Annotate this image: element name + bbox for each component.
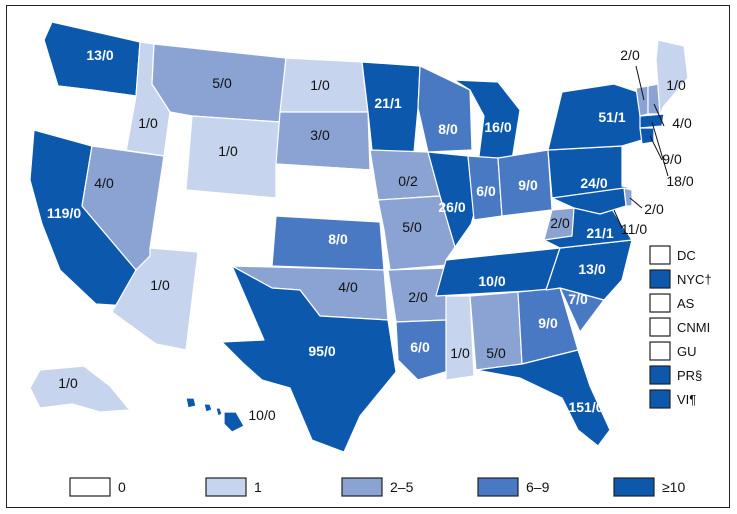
state-value-ct: 9/0	[662, 151, 682, 167]
state-value-wa: 13/0	[86, 47, 113, 63]
state-value-mo: 5/0	[402, 219, 422, 235]
state-value-oh: 9/0	[518, 177, 538, 193]
state-value-vt: 2/0	[620, 47, 640, 63]
territory-label-5: PR§	[677, 368, 702, 383]
state-ct	[639, 127, 655, 145]
territory-swatch-2	[649, 293, 671, 313]
state-value-de: 2/0	[644, 201, 664, 217]
state-value-ks: 8/0	[328, 231, 348, 247]
state-co	[199, 191, 277, 263]
state-value-in: 6/0	[476, 183, 496, 199]
leader-line-ma	[651, 121, 669, 177]
leader-line-de	[629, 197, 643, 209]
state-md	[551, 187, 627, 215]
state-fl	[475, 349, 611, 447]
state-value-md: 11/0	[621, 221, 647, 237]
state-wv	[543, 207, 575, 241]
state-value-nc: 13/0	[578, 261, 605, 277]
state-value-az: 1/0	[150, 277, 170, 293]
state-value-il: 26/0	[438, 199, 465, 215]
state-ri	[653, 127, 661, 141]
state-value-tn: 10/0	[478, 273, 505, 289]
state-value-wy: 1/0	[218, 143, 238, 159]
state-nj	[621, 145, 637, 189]
state-value-wi: 8/0	[438, 121, 458, 137]
legend-label-4: ≥10	[662, 479, 685, 495]
state-value-ma: 18/0	[666, 173, 693, 189]
state-hi	[185, 397, 245, 433]
state-value-ia: 0/2	[398, 173, 418, 189]
territory-label-3: CNMI	[677, 320, 710, 335]
value-labels-layer: 13/0 119/0 1/0 4/0 5/0 1/0 1/0 1/0 3/0 8/0 4/0 95/0…	[47, 47, 694, 423]
territory-label-1: NYC†	[677, 272, 712, 287]
state-value-me: 1/0	[666, 77, 686, 93]
state-ms	[445, 295, 475, 381]
territory-swatch-0	[649, 245, 671, 265]
color-legend: 0 1 2–5 6–9 ≥10	[69, 477, 685, 497]
state-az	[111, 247, 199, 351]
legend-label-1: 1	[254, 479, 262, 495]
state-value-al: 5/0	[486, 345, 506, 361]
state-value-nv: 4/0	[94, 175, 114, 191]
territory-label-6: VI¶	[677, 392, 696, 407]
state-value-fl: 151/0	[568, 399, 603, 415]
state-value-ms: 1/0	[450, 345, 470, 361]
legend-swatch-2	[341, 477, 383, 497]
state-value-sc: 7/0	[568, 291, 588, 307]
territory-swatch-4	[649, 341, 671, 361]
territory-label-2: AS	[677, 296, 695, 311]
state-value-pa: 24/0	[580, 175, 607, 191]
legend-swatch-0	[69, 477, 111, 497]
state-value-nh: 4/0	[672, 115, 692, 131]
state-value-sd: 3/0	[310, 127, 330, 143]
territory-swatch-3	[649, 317, 671, 337]
legend-label-2: 2–5	[390, 479, 414, 495]
state-value-ok: 4/0	[338, 279, 358, 295]
state-la	[395, 319, 453, 381]
state-value-va: 21/1	[586, 225, 613, 241]
state-value-ak: 1/0	[58, 375, 78, 391]
territory-label-0: DC	[677, 248, 696, 263]
state-value-ar: 2/0	[408, 289, 428, 305]
leader-line-vt	[635, 65, 645, 101]
legend-swatch-1	[205, 477, 247, 497]
state-value-hi: 10/0	[248, 407, 275, 423]
legend-swatch-3	[477, 477, 519, 497]
state-value-id: 1/0	[138, 115, 158, 131]
state-value-ny: 51/1	[598, 109, 625, 125]
state-value-wv: 2/0	[550, 215, 570, 231]
legend-label-0: 0	[118, 479, 126, 495]
state-value-mn: 21/1	[374, 95, 401, 111]
state-value-ga: 9/0	[538, 315, 558, 331]
territory-swatch-6	[649, 389, 671, 409]
territory-swatch-5	[649, 365, 671, 385]
state-ny	[547, 83, 643, 151]
state-value-tx: 95/0	[308, 343, 335, 359]
state-ne	[275, 163, 381, 223]
state-ak	[29, 365, 189, 439]
state-value-ca: 119/0	[47, 205, 81, 221]
leader-line-ct	[649, 135, 663, 161]
leader-line-nh	[653, 103, 665, 127]
territory-swatch-1	[649, 269, 671, 289]
legend-label-3: 6–9	[526, 479, 550, 495]
state-value-mt: 5/0	[212, 75, 232, 91]
state-value-la: 6/0	[410, 339, 430, 355]
state-ky	[445, 209, 553, 261]
state-me	[655, 39, 689, 115]
states-layer	[29, 21, 689, 453]
state-wi	[417, 65, 473, 153]
leader-line-md	[613, 209, 623, 229]
territory-label-4: GU	[677, 344, 697, 359]
state-ma	[639, 113, 665, 129]
state-mo	[377, 195, 461, 271]
state-value-mi: 16/0	[484, 119, 511, 135]
state-value-nd: 1/0	[310, 77, 330, 93]
territory-legend: DC NYC† AS CNMI GU PR§ VI¶	[649, 245, 712, 409]
legend-swatch-4	[613, 477, 655, 497]
state-tx	[221, 265, 397, 453]
